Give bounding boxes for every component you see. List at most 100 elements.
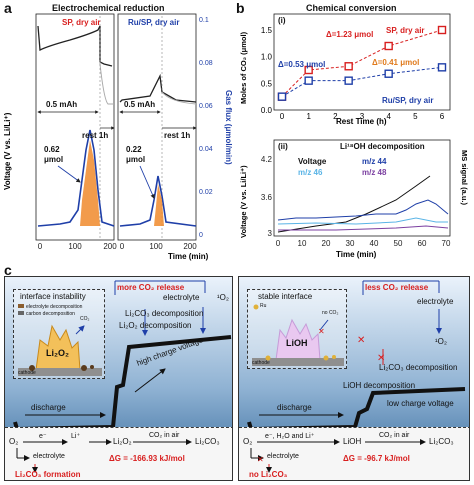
sub-label-i: (i) <box>278 16 286 25</box>
tick-label: 200 <box>183 242 197 251</box>
left-electrolyte: electrolyte <box>163 293 200 302</box>
chart-i-legend-ru: Ru/SP, dry air <box>382 96 434 105</box>
chart-i-legend-sp: SP, dry air <box>386 26 425 35</box>
gas-ru-unit: μmol <box>126 155 146 164</box>
rx-right-e: e⁻, H₂O and Li⁺ <box>265 433 315 440</box>
right-tick: 0.02 <box>199 189 213 196</box>
tick-label: 1 <box>306 112 311 121</box>
rx-left-dg: ΔG = -166.93 kJ/mol <box>109 454 185 463</box>
scheme-right: ✕ ✕ less CO₂ release electrolyte ¹O₂ Li₂… <box>238 276 470 481</box>
right-lioh-decomp: LiOH decomposition <box>343 381 416 390</box>
tick-label: 0 <box>280 112 285 121</box>
gas-sp-value: 0.62 <box>44 145 60 154</box>
panel-b: b Chemical conversion 0 1 2 3 4 5 6 0.0 0.5 1.0 1.… <box>236 0 474 262</box>
sp-label: SP, dry air <box>62 18 101 27</box>
sub-label-ii: (ii) <box>278 142 288 151</box>
panel-a-ylabel-left: Voltage (V vs. Li/Li⁺) <box>3 112 12 190</box>
left-cathode: cathode <box>18 370 36 376</box>
chart-ii-title: Li¹⁸OH decomposition <box>340 142 425 151</box>
svg-text:✕: ✕ <box>318 327 325 336</box>
right-tick: 0 <box>199 232 203 239</box>
tick-label: 3 <box>360 112 365 121</box>
capacity-ru: 0.5 mAh <box>124 100 156 109</box>
right-cathode: cathode <box>252 360 270 366</box>
rx-right-dg: ΔG = -96.7 kJ/mol <box>343 454 410 463</box>
tick-label: 20 <box>322 239 331 248</box>
tick-label: 0 <box>276 239 281 248</box>
tick-label: 0.5 <box>261 79 273 88</box>
capacity-sp: 0.5 mAh <box>46 100 78 109</box>
rx-left-formation: Li₂CO₃ formation <box>15 470 81 479</box>
gas-ru-value: 0.22 <box>126 145 142 154</box>
cross-icon: ✕ <box>377 353 385 364</box>
left-reaction-arrows <box>16 439 192 473</box>
rx-right-no-li2co3: no Li₂CO₃ <box>249 470 288 479</box>
right-tick: 0.06 <box>199 103 213 110</box>
right-reaction-strip: ✕ O₂ e⁻, H₂O and Li⁺ LiOH CO₂ in air Li₂… <box>239 427 469 480</box>
rx-right-li2co3: Li₂CO₃ <box>429 437 454 446</box>
left-inset-legend-2: carbon decomposition <box>26 311 75 317</box>
left-inset: interface instability electrolyte decomp… <box>13 289 105 379</box>
panel-c-label: c <box>4 262 12 278</box>
data-point <box>304 76 313 85</box>
chart-i-xlabel: Rest Time (h) <box>336 117 387 126</box>
right-electrolyte: electrolyte <box>417 297 454 306</box>
right-tick: 0.1 <box>199 17 209 24</box>
tick-label: 40 <box>370 239 379 248</box>
right-no-co2: no CO₂ <box>322 310 339 316</box>
tick-label: 0 <box>38 242 43 251</box>
tick-label: 1.0 <box>261 53 273 62</box>
data-point <box>277 92 287 101</box>
data-point <box>437 63 447 72</box>
right-o2: ¹O₂ <box>435 337 447 346</box>
data-point <box>344 76 353 85</box>
data-point <box>384 41 393 51</box>
scheme-left: more CO₂ release electrolyte ¹O₂ Li₂CO₃ … <box>4 276 233 481</box>
crystal-label-lioh: LiOH <box>286 338 308 348</box>
tick-label: 5 <box>413 112 418 121</box>
legend-mz44: m/z 44 <box>362 157 387 166</box>
tick-label: 0 <box>120 242 125 251</box>
crystal-label-li2o2: Li₂O₂ <box>46 348 69 358</box>
panel-a-ylabel-right: Gas flux (μmol/min) <box>224 90 232 165</box>
legend-voltage: Voltage <box>298 157 327 166</box>
rx-right-electrolyte: electrolyte <box>267 453 299 460</box>
right-tick: 0.08 <box>199 60 213 67</box>
annot-mid: Δ=0.53 μmol <box>278 60 326 69</box>
right-low-voltage: low charge voltage <box>387 399 454 408</box>
tick-label: 6 <box>440 112 445 121</box>
rx-left-li2co3: Li₂CO₃ <box>195 437 220 446</box>
tick-label: 0.0 <box>261 106 273 115</box>
rx-right-o2: O₂ <box>243 437 253 446</box>
panel-b-label: b <box>236 0 245 16</box>
left-inset-title: interface instability <box>20 292 86 301</box>
right-li2co3-decomp: Li₂CO₃ decomposition <box>379 363 458 372</box>
data-point <box>304 65 313 75</box>
right-tick: 0.04 <box>199 146 213 153</box>
right-inset: stable interface ✕ Ru no CO₂ LiOH cathod… <box>247 289 347 369</box>
left-reaction-strip: O₂ e⁻ Li⁺ Li₂O₂ CO₂ in air Li₂CO₃ electr… <box>5 427 232 480</box>
tick-label: 200 <box>103 242 117 251</box>
data-point <box>384 69 393 78</box>
co2-release-1: CO₂ <box>80 316 90 322</box>
rx-left-o2: O₂ <box>9 437 19 446</box>
tick-label: 3 <box>268 229 273 238</box>
rest-sp: rest 1h <box>82 131 109 140</box>
panel-a-plots: 0 100 200 0 100 200 0.1 0.08 0.06 0.04 0… <box>3 13 232 261</box>
right-ru-label: Ru <box>260 303 267 309</box>
annot-sp: Δ=1.23 μmol <box>326 30 374 39</box>
chart-i-marks: 0 1 2 3 4 5 6 0.0 0.5 1.0 1.5 <box>261 25 447 121</box>
left-o2: ¹O₂ <box>217 293 229 302</box>
tick-label: 70 <box>442 239 451 248</box>
panel-b-title: Chemical conversion <box>306 3 397 13</box>
right-reaction-arrows: ✕ <box>250 439 426 473</box>
svg-text:✕: ✕ <box>257 455 264 464</box>
legend-mz48: m/z 48 <box>362 168 387 177</box>
panel-b-plots: 0 1 2 3 4 5 60.00.51.01.5 0 10 20 30 40 50 60 … <box>239 13 469 259</box>
chart-i-ylabel: Moles of CO₂ (μmol) <box>239 31 248 104</box>
chart-ii-ylabel-left: Voltage (V vs. Li/Li⁺) <box>239 165 248 238</box>
legend-mz46: m/z 46 <box>298 168 323 177</box>
tick-label: 4.2 <box>261 155 273 164</box>
cross-icon: ✕ <box>357 335 365 346</box>
data-point <box>437 25 447 35</box>
